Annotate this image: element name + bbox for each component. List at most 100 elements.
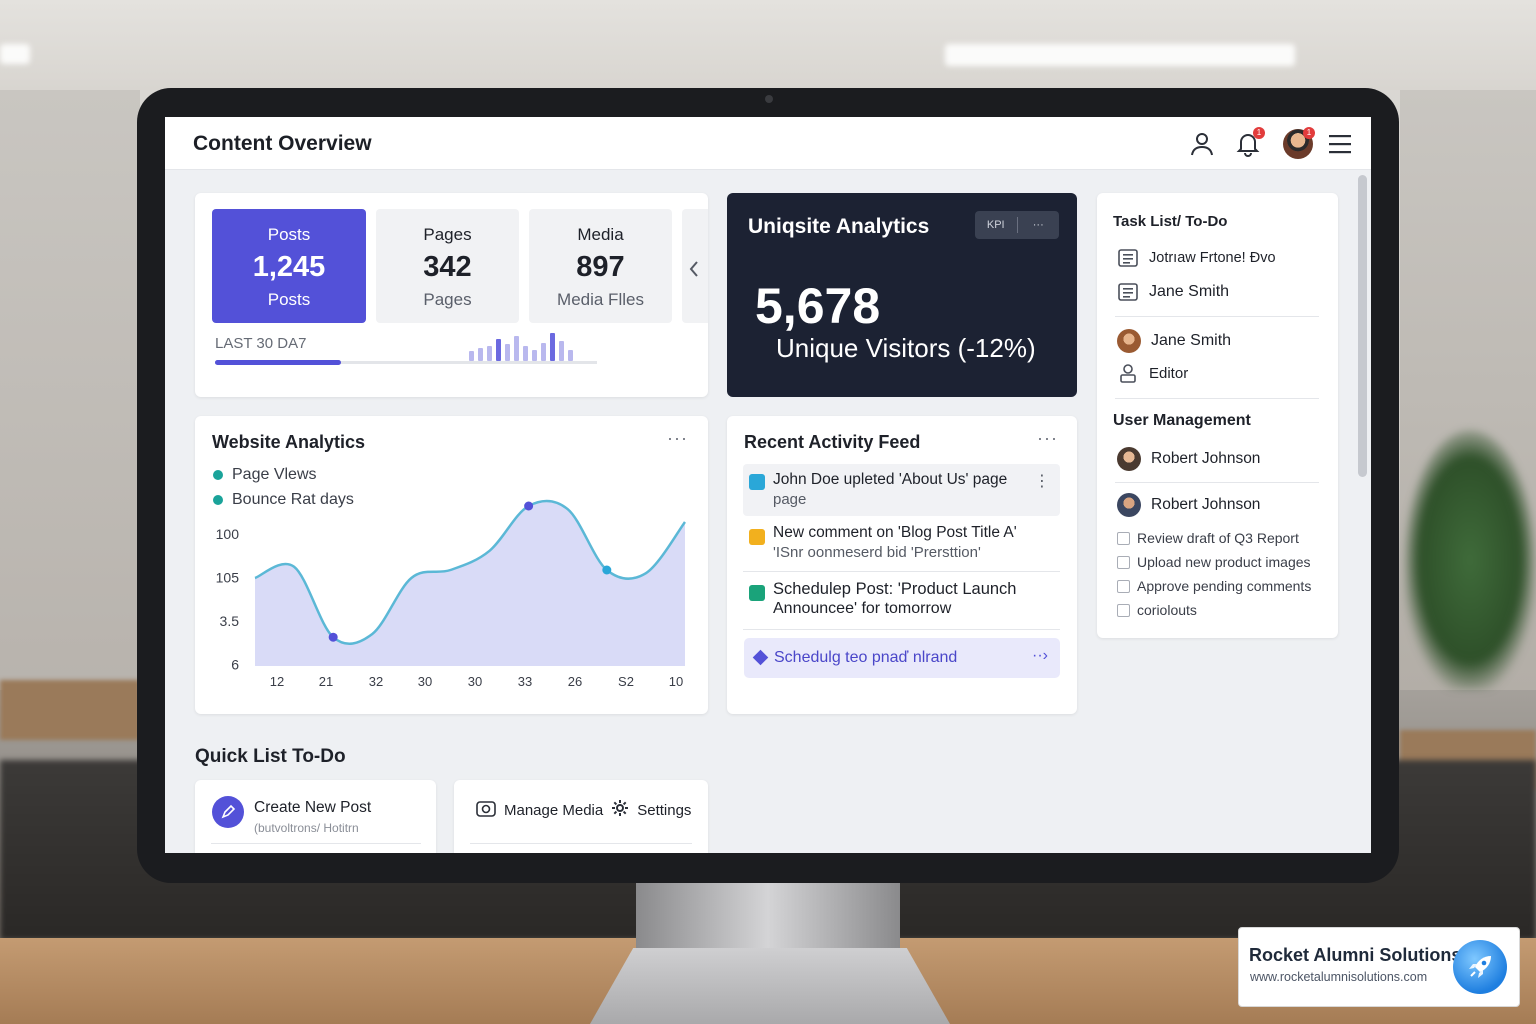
task-list-title: Task List/ To-Do [1113,213,1228,230]
monitor-stand-base [590,948,950,1024]
stat-media[interactable]: Media 897 Media Flles [529,209,672,323]
stat-sub: Posts [267,290,311,309]
background-desk-left [0,680,140,740]
comment-icon [749,529,765,545]
more-arrow-icon[interactable]: ··› [1032,647,1048,664]
activity-subtext: 'ISnr oonmeserd bid 'Prersttion' [773,544,981,561]
mini-bar [568,350,573,361]
activity-subtext: page [773,491,807,508]
quick-actions-card: Manage Media Settings [454,780,708,853]
progress-track [215,361,597,364]
stat-pages[interactable]: Pages 342 Pages [376,209,519,323]
y-tick-label: 3.5 [220,613,240,629]
user-management-title: User Management [1113,412,1251,429]
x-tick-label: S2 [618,674,634,689]
x-tick-label: 21 [319,674,333,689]
website-analytics-chart: 100 105 3.5 6 12 21 32 30 30 33 26 S2 10 [216,499,687,689]
mini-bar [541,343,546,361]
create-post-sub: (butvoltrons/ Hotitrn [254,821,359,835]
unique-visitors-label: Unique Visitors (-12%) [776,333,1036,363]
create-post-card[interactable]: Create New Post (butvoltrons/ Hotitrn [195,780,436,853]
list-icon [1117,247,1139,269]
mini-bar [523,346,528,361]
wall-left [0,90,140,690]
schedule-footer-label: Schedulg teo pnaď nlrand [774,649,958,666]
mini-bar [505,344,510,361]
avatar [1117,447,1141,471]
mini-bar [532,350,537,361]
checkbox[interactable] [1117,579,1130,593]
task-row-label: Jotrıaw Frtone! Đvo [1149,250,1276,266]
checkbox[interactable] [1117,555,1130,569]
user-row[interactable]: Robert Johnson [1117,493,1260,517]
profile-avatar[interactable]: 1 [1283,127,1315,159]
mini-bar [559,341,564,361]
manage-media-button[interactable]: Manage Media [504,801,604,819]
legend-label: Page Vlews [232,466,317,483]
chevron-left-icon[interactable] [687,259,701,284]
settings-button[interactable]: Settings [637,801,692,819]
user-row[interactable]: Robert Johnson [1117,447,1260,471]
checklist-item[interactable]: Review draft of Q3 Report [1117,530,1299,546]
checkbox[interactable] [1117,603,1130,617]
data-point[interactable] [328,632,338,642]
legend-label: Bounce Rat days [232,491,354,508]
divider [1115,482,1319,483]
quick-list-title: Quick List To-Do [195,746,346,767]
activity-item[interactable]: New comment on 'Blog Post Title A' 'ISnr… [743,523,1060,571]
kebab-menu-icon[interactable]: ⋮ [1034,473,1050,490]
brand-badge: Rocket Alumni Solutions www.rocketalumni… [1238,927,1520,1007]
more-options-button[interactable]: ··· [1032,219,1044,231]
role-row[interactable]: Editor [1117,362,1188,384]
divider [743,629,1060,630]
website-analytics-title: Website Analytics [212,432,366,452]
activity-item[interactable]: John Doe upleted 'About Us' page page ⋮ [743,464,1060,516]
activity-subtext: Announcee' for tomorrow [773,600,952,617]
x-tick-label: 32 [369,674,383,689]
legend-dot [213,495,223,505]
brand-url: www.rocketalumnisolutions.com [1250,970,1428,984]
divider [743,571,1060,572]
toolbar-divider [1016,217,1018,233]
x-tick-label: 30 [418,674,432,689]
ceiling-light-left [0,44,30,64]
menu-icon[interactable] [1325,129,1355,159]
data-point[interactable] [602,565,612,575]
mini-bar [469,351,474,361]
y-tick-label: 100 [216,526,240,542]
mini-bar [550,333,555,361]
stat-sub: Pages [423,290,472,309]
camera-icon [476,799,496,821]
kpi-button[interactable]: KPI [986,219,1005,231]
series-line [254,499,687,645]
more-options-icon[interactable]: ··· [1037,428,1058,448]
stat-value: 1,245 [252,251,326,283]
scrollbar[interactable] [1358,175,1367,477]
task-row[interactable]: Jane Smith [1117,281,1229,303]
task-row[interactable]: Jotrıaw Frtone! Đvo [1117,247,1276,269]
checkbox[interactable] [1117,531,1130,545]
y-tick-label: 6 [231,657,239,673]
data-point[interactable] [524,501,534,511]
ceiling-light [945,44,1295,66]
mini-bar [478,348,483,361]
role-label: Editor [1149,364,1189,382]
user-row[interactable]: Jane Smith [1117,329,1231,353]
more-options-icon[interactable]: ··· [667,428,688,448]
ceiling [0,0,1536,90]
checklist-item[interactable]: Approve pending comments [1117,578,1311,594]
create-post-icon [212,796,244,828]
page-title: Content Overview [193,132,372,155]
stat-sub: Media Flles [557,290,644,309]
period-label: LAST 30 DA7 [215,335,307,352]
checklist-item[interactable]: Upload new product images [1117,554,1311,570]
unique-visitors-value: 5,678 [755,278,881,334]
stat-posts[interactable]: Posts 1,245 Posts [212,209,366,323]
schedule-footer[interactable]: Schedulg teo pnaď nlrand ··› [744,638,1060,678]
activity-item[interactable]: Schedulep Post: 'Product Launch Announce… [743,579,1060,627]
bell-icon[interactable]: 1 [1233,127,1265,159]
checklist-label: Review draft of Q3 Report [1137,530,1299,546]
monitor-stand [636,880,900,950]
checklist-item[interactable]: coriolouts [1117,602,1197,618]
user-icon[interactable] [1187,129,1217,159]
